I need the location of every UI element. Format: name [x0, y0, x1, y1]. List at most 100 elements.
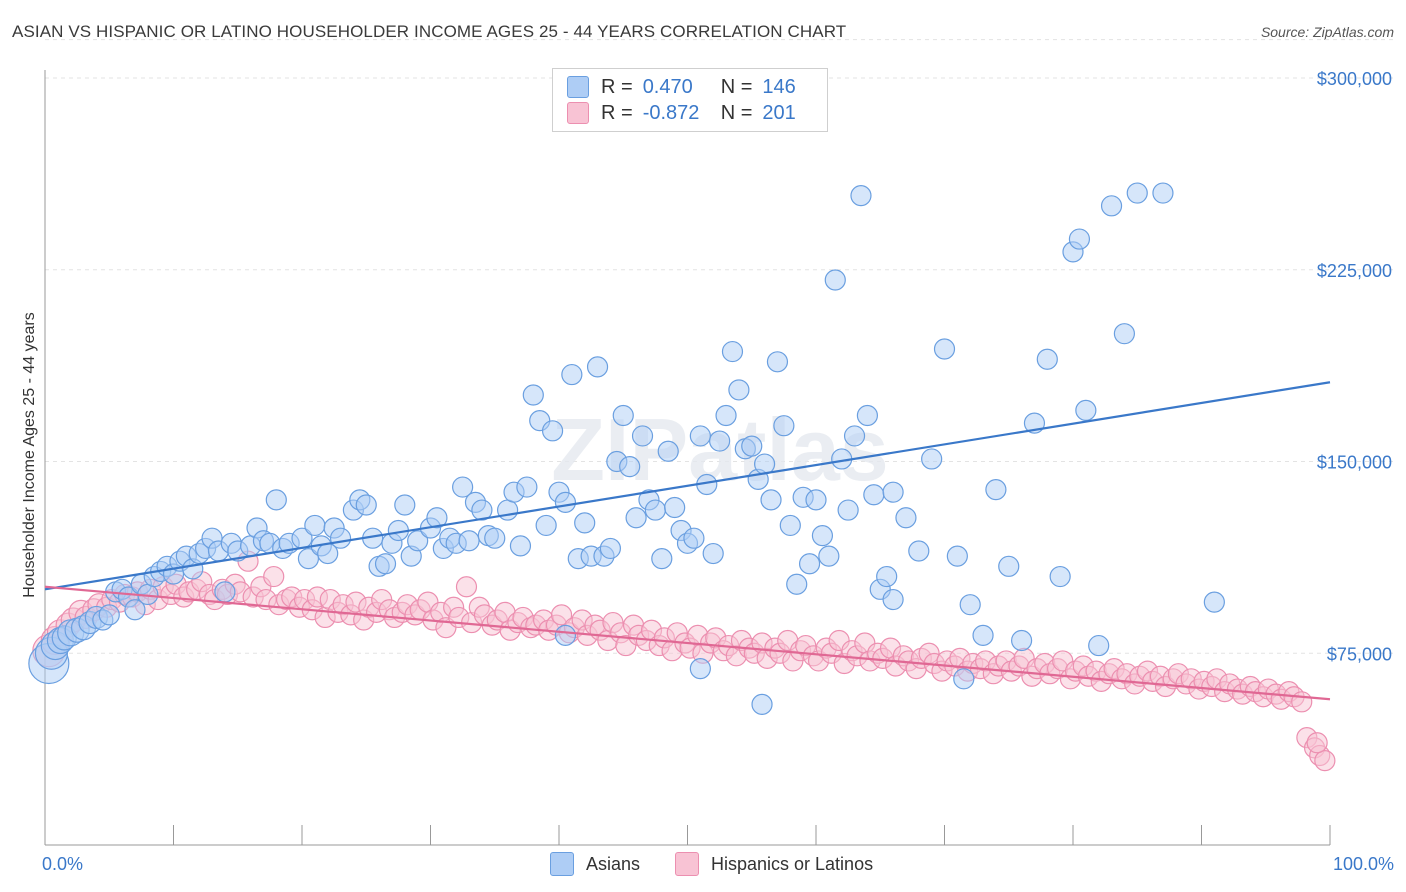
asian-point [516, 476, 538, 498]
asian-point [561, 363, 583, 386]
asian-point [612, 404, 634, 427]
asian-point [651, 548, 673, 570]
asian-point [837, 499, 859, 521]
chart-title: ASIAN VS HISPANIC OR LATINO HOUSEHOLDER … [12, 22, 847, 41]
asian-point [1203, 591, 1225, 613]
asian-point [856, 404, 879, 427]
asian-point [497, 499, 519, 521]
asian-point [1113, 323, 1136, 345]
asian-point [773, 415, 795, 437]
legend-n-value-hispanics: 201 [762, 101, 796, 124]
asians-points [28, 182, 1225, 715]
asian-point [760, 489, 782, 511]
asian-point [818, 545, 840, 567]
legend-n-label: N = [720, 101, 753, 124]
asian-point [751, 693, 773, 715]
asian-point [882, 588, 904, 611]
asian-point [619, 456, 641, 478]
asian-point [946, 545, 968, 567]
asian-point [1010, 629, 1033, 652]
legend-r-label: R = [601, 101, 633, 124]
asian-point [728, 379, 750, 401]
bottom-legend-swatch-hispanics [675, 852, 699, 876]
asian-point [863, 484, 885, 506]
legend-n-label: N = [720, 75, 753, 98]
asian-point [953, 668, 975, 690]
asian-point [753, 453, 776, 475]
asian-point [850, 185, 872, 207]
asian-point [1036, 348, 1058, 370]
asian-point [657, 440, 679, 462]
legend-row-hispanics: R = -0.872 N = 201 [567, 101, 796, 125]
asian-point [1049, 565, 1071, 588]
legend-row-asians: R = 0.470 N = 146 [567, 75, 796, 99]
asian-point [214, 581, 236, 603]
asian-point [1152, 182, 1174, 204]
asian-point [541, 420, 564, 442]
asian-point [644, 499, 666, 521]
asian-point [972, 624, 994, 646]
x-tick-label-min: 0.0% [42, 854, 83, 874]
asian-point [824, 269, 846, 291]
asian-point [779, 514, 801, 537]
hispanic-point [1291, 691, 1313, 713]
bottom-legend-label-asians: Asians [586, 853, 641, 874]
asian-point [805, 489, 827, 511]
hispanic-point [550, 604, 573, 626]
asian-point [535, 514, 557, 537]
legend-swatch-hispanics [567, 102, 589, 124]
asian-point [715, 404, 737, 427]
asian-point [876, 565, 898, 588]
asian-point [554, 491, 577, 514]
asian-point [631, 425, 654, 447]
asian-point [509, 535, 532, 557]
asian-point [554, 624, 577, 646]
asian-point [452, 476, 474, 498]
legend-r-label: R = [601, 75, 633, 98]
asian-point [959, 594, 981, 616]
asian-point [98, 604, 120, 626]
asian-point [709, 430, 731, 452]
asian-point [921, 448, 943, 470]
asian-point [1068, 228, 1091, 250]
hispanics-trendline [44, 585, 1331, 701]
asian-point [664, 496, 686, 519]
asian-point [407, 530, 429, 552]
bottom-legend-swatch-asians [550, 852, 574, 876]
asian-point [329, 527, 352, 549]
asian-point [522, 384, 544, 406]
legend-r-value-hispanics: -0.872 [642, 101, 700, 124]
asian-point [1126, 182, 1148, 204]
asian-point [458, 530, 480, 552]
asian-point [811, 525, 834, 547]
hispanic-point [1314, 750, 1336, 772]
asians-trendline [44, 381, 1331, 591]
asian-point [933, 338, 956, 360]
asian-point [574, 512, 596, 534]
bottom-legend-asians: Asians [550, 852, 640, 876]
hispanic-point [1306, 732, 1328, 754]
asian-point [843, 425, 866, 447]
asian-point [766, 351, 789, 373]
asian-point [394, 494, 416, 516]
asian-point [683, 527, 705, 549]
bottom-legend-hispanics: Hispanics or Latinos [675, 852, 873, 876]
asian-point [599, 537, 622, 560]
axes [44, 70, 1331, 846]
y-tick-label: $150,000 [1317, 453, 1392, 473]
asian-point [1075, 399, 1097, 421]
legend-n-value-asians: 146 [762, 75, 796, 98]
tick-labels: $75,000 $150,000 $225,000 $300,000 0.0% 100.0… [42, 69, 1394, 874]
asian-point [1088, 634, 1110, 657]
asian-point [882, 481, 904, 503]
correlation-legend: R = 0.470 N = 146 R = -0.872 N = 201 [552, 68, 828, 132]
asian-point [586, 356, 609, 378]
asian-point [985, 479, 1007, 501]
asian-point [265, 489, 287, 511]
asian-point [998, 555, 1020, 577]
asian-point [426, 507, 448, 529]
asian-point [895, 507, 917, 529]
asian-point [689, 657, 711, 680]
asian-point [798, 553, 821, 575]
